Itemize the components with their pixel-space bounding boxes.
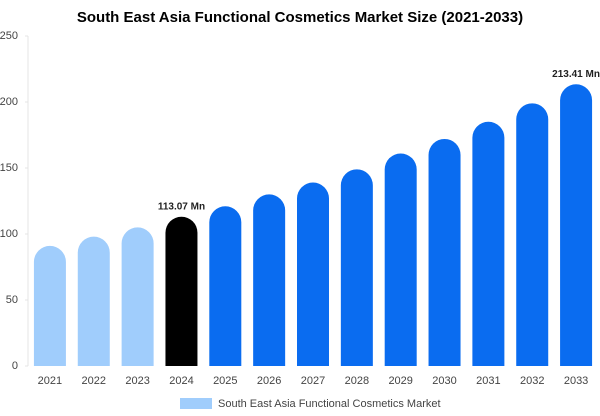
x-tick-label: 2033 bbox=[564, 375, 588, 387]
y-tick-label: 200 bbox=[0, 96, 18, 108]
value-label: 213.41 Mn bbox=[552, 69, 600, 80]
x-tick-label: 2029 bbox=[388, 375, 412, 387]
bar bbox=[560, 84, 593, 366]
bar bbox=[77, 236, 110, 366]
x-tick-label: 2023 bbox=[125, 375, 149, 387]
x-tick-label: 2027 bbox=[301, 375, 325, 387]
y-tick-label: 50 bbox=[6, 294, 18, 306]
bar bbox=[428, 138, 461, 366]
legend-label: South East Asia Functional Cosmetics Mar… bbox=[218, 398, 441, 410]
x-tick-label: 2031 bbox=[476, 375, 500, 387]
y-tick-label: 250 bbox=[0, 30, 18, 42]
x-tick-label: 2032 bbox=[520, 375, 544, 387]
x-tick-label: 2022 bbox=[82, 375, 106, 387]
y-tick-label: 0 bbox=[12, 360, 18, 372]
y-tick-label: 100 bbox=[0, 228, 18, 240]
bar bbox=[33, 245, 66, 366]
bar bbox=[253, 194, 286, 366]
bar bbox=[121, 227, 154, 366]
bar bbox=[165, 216, 198, 366]
x-tick-label: 2030 bbox=[432, 375, 456, 387]
bar bbox=[340, 169, 373, 366]
bar bbox=[516, 103, 549, 366]
chart-title: South East Asia Functional Cosmetics Mar… bbox=[77, 9, 523, 26]
x-tick-label: 2025 bbox=[213, 375, 237, 387]
value-label: 113.07 Mn bbox=[158, 201, 205, 212]
x-tick-label: 2028 bbox=[345, 375, 369, 387]
x-tick-label: 2024 bbox=[169, 375, 193, 387]
bar bbox=[472, 121, 505, 366]
bar bbox=[384, 153, 417, 366]
y-tick-label: 150 bbox=[0, 162, 18, 174]
x-tick-label: 2021 bbox=[38, 375, 62, 387]
bar bbox=[297, 182, 329, 366]
x-tick-label: 2026 bbox=[257, 375, 281, 387]
bar bbox=[209, 206, 242, 366]
legend-swatch bbox=[180, 398, 212, 409]
